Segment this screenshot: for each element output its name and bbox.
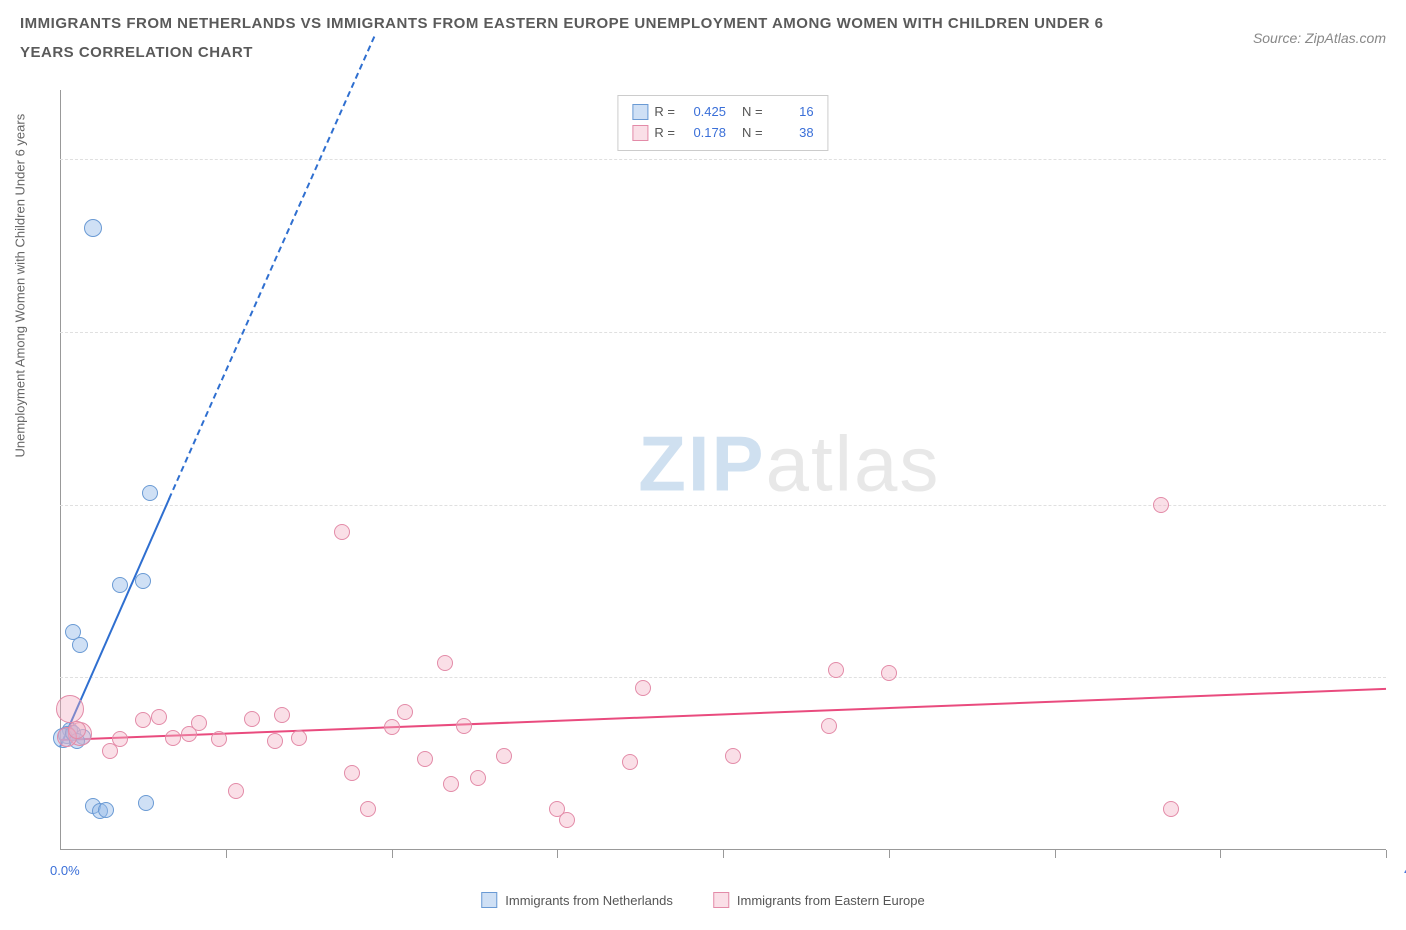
x-origin-label: 0.0% [50,863,80,878]
scatter-point [98,802,114,818]
legend-series: Immigrants from Netherlands Immigrants fr… [481,892,924,908]
y-axis-label: Unemployment Among Women with Children U… [13,114,28,458]
scatter-point [397,704,413,720]
legend-n-value: 16 [769,102,814,123]
scatter-point [334,524,350,540]
y-tick-label: 50.0% [1391,152,1406,167]
scatter-point [191,715,207,731]
watermark-zip: ZIP [638,420,765,508]
scatter-point [244,711,260,727]
legend-r-value: 0.425 [681,102,726,123]
scatter-point [344,765,360,781]
chart-plot-area: 0.0% 40.0% ZIPatlas R =0.425N =16R =0.17… [60,90,1386,870]
legend-correlation: R = 0.425 N = 16 R = 0.178 N = 38 [617,95,828,151]
legend-r-value: 0.178 [681,123,726,144]
gridline [60,332,1386,333]
legend-swatch [632,125,648,141]
scatter-point [456,718,472,734]
legend-r-label: R = [654,102,675,123]
y-tick-label: 25.0% [1391,497,1406,512]
x-tick [723,850,724,858]
scatter-point [112,731,128,747]
scatter-point [165,730,181,746]
gridline [60,159,1386,160]
x-tick [1386,850,1387,858]
legend-swatch [481,892,497,908]
scatter-point [291,730,307,746]
gridline [60,505,1386,506]
scatter-point [151,709,167,725]
x-tick [392,850,393,858]
chart-title: IMMIGRANTS FROM NETHERLANDS VS IMMIGRANT… [20,10,1120,67]
scatter-point [135,712,151,728]
scatter-point [360,801,376,817]
legend-correlation-row: R = 0.425 N = 16 [632,102,813,123]
legend-series-label: Immigrants from Eastern Europe [737,893,925,908]
scatter-point [437,655,453,671]
scatter-point [211,731,227,747]
x-tick [557,850,558,858]
scatter-point [725,748,741,764]
scatter-point [470,770,486,786]
y-tick-label: 37.5% [1391,324,1406,339]
gridline [60,677,1386,678]
y-tick-label: 12.5% [1391,670,1406,685]
scatter-point [821,718,837,734]
scatter-point [417,751,433,767]
legend-series-label: Immigrants from Netherlands [505,893,673,908]
legend-n-label: N = [742,123,763,144]
legend-swatch [713,892,729,908]
scatter-point [828,662,844,678]
scatter-point [267,733,283,749]
scatter-point [1163,801,1179,817]
scatter-point [1153,497,1169,513]
scatter-point [84,219,102,237]
scatter-point [72,637,88,653]
scatter-point [228,783,244,799]
scatter-point [142,485,158,501]
legend-n-value: 38 [769,123,814,144]
scatter-point [622,754,638,770]
scatter-point [635,680,651,696]
scatter-point [881,665,897,681]
watermark: ZIPatlas [638,419,940,510]
scatter-point [112,577,128,593]
x-tick [889,850,890,858]
watermark-atlas: atlas [766,420,941,508]
scatter-point [138,795,154,811]
trend-line-extrapolated [168,35,375,499]
scatter-point [384,719,400,735]
scatter-point [559,812,575,828]
scatter-point [443,776,459,792]
x-tick [226,850,227,858]
scatter-point [496,748,512,764]
legend-swatch [632,104,648,120]
scatter-point [56,695,84,723]
scatter-point [274,707,290,723]
x-tick [1220,850,1221,858]
legend-series-item: Immigrants from Netherlands [481,892,673,908]
scatter-point [135,573,151,589]
source-label: Source: ZipAtlas.com [1253,30,1386,46]
legend-correlation-row: R = 0.178 N = 38 [632,123,813,144]
scatter-point [68,721,86,739]
legend-n-label: N = [742,102,763,123]
x-tick [1055,850,1056,858]
legend-series-item: Immigrants from Eastern Europe [713,892,925,908]
legend-r-label: R = [654,123,675,144]
